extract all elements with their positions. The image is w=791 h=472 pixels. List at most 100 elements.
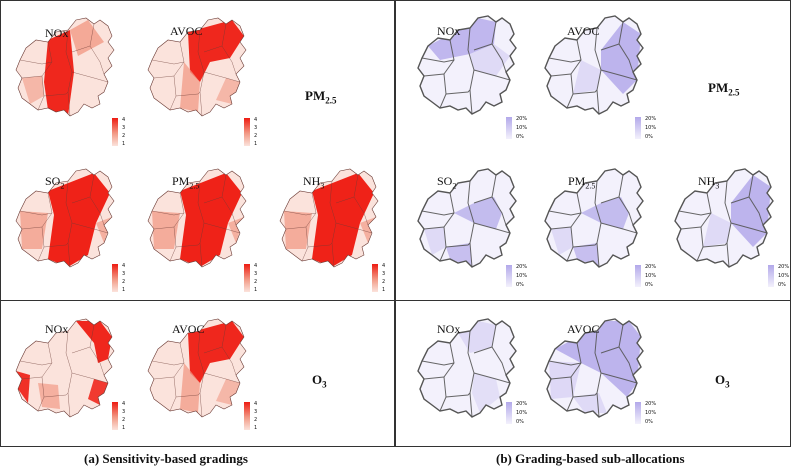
color-legend: 20% 10% 0% [635, 264, 675, 305]
legend-colorbar [506, 402, 512, 424]
row-label-pm25-a: PM2.5 [305, 88, 337, 106]
color-legend: 20% 10% 0% [635, 401, 675, 442]
row-label-o3-b: O3 [715, 372, 730, 390]
map-label-subscript: 2.5 [585, 181, 596, 191]
legend-colorbar [112, 402, 118, 430]
district-boundary [550, 226, 572, 230]
hotspot-area [180, 363, 200, 413]
legend-colorbar [244, 118, 250, 146]
legend-tick-label: 4 [254, 117, 258, 123]
hotspot-area [76, 321, 112, 363]
color-legend: 4 3 2 1 [112, 117, 142, 158]
legend-tick-label: 1 [122, 425, 126, 431]
region-outline [147, 17, 247, 117]
divider-b [395, 300, 791, 301]
district-boundary [175, 242, 201, 248]
hotspot-area [284, 211, 312, 249]
district-boundary [89, 324, 105, 376]
region-outline [147, 318, 247, 418]
map-label-text: PM [172, 174, 190, 188]
district-boundary [203, 196, 223, 204]
district-boundary [21, 376, 43, 380]
map-label-text: NOx [45, 26, 69, 40]
hotspot-area [551, 227, 573, 255]
map-shape-b-pm25 [544, 168, 644, 268]
region-outline [544, 15, 644, 115]
map-label-subscript: 2 [60, 181, 65, 191]
color-legend: 4 3 2 1 [112, 263, 142, 304]
map-label-text: NH [698, 174, 716, 188]
legend-tick-label: 2 [122, 279, 126, 285]
legend-colorbar [372, 264, 378, 292]
district-boundary [491, 21, 507, 73]
map-shape-a-nox-pm [15, 17, 115, 117]
legend-tick-label: 1 [254, 287, 258, 293]
map-label-subscript: 3 [320, 181, 325, 191]
color-legend: 4 3 2 1 [112, 401, 142, 442]
district-boundary [19, 360, 53, 366]
district-boundary [491, 324, 507, 376]
map-label: AVOC [170, 24, 202, 39]
map-label: AVOC [567, 322, 599, 337]
hotspot-area [731, 175, 771, 247]
legend-tick-label: 4 [254, 401, 258, 407]
legend-tick-label: 20% [516, 401, 528, 407]
district-boundary [572, 392, 598, 398]
map-label: NOx [45, 322, 68, 337]
district-boundary [445, 89, 471, 95]
district-boundary [572, 242, 598, 248]
map-shape-a-nox-o3 [15, 318, 115, 418]
legend-colorbar [112, 264, 118, 292]
district-boundary [153, 75, 175, 79]
district-boundary [203, 372, 241, 384]
legend-tick-label: 20% [645, 116, 657, 122]
map-label-subscript: 2 [452, 181, 457, 191]
legend-colorbar [244, 402, 250, 430]
district-boundary [335, 196, 355, 204]
hotspot-area [88, 379, 108, 405]
district-boundary [600, 196, 620, 204]
map-shape-b-nh3 [674, 168, 774, 268]
district-boundary [283, 210, 317, 216]
legend-tick-label: 4 [122, 263, 126, 269]
region-outline [417, 318, 517, 418]
legend-tick-label: 1 [122, 141, 126, 147]
region-outline [147, 168, 247, 268]
hotspot-area [472, 373, 500, 413]
legend-tick-label: 1 [254, 425, 258, 431]
district-boundary [151, 59, 185, 65]
district-boundary [151, 210, 185, 216]
district-boundary [153, 226, 175, 230]
legend-tick-label: 20% [516, 264, 528, 270]
district-boundary [71, 45, 91, 53]
caption-a: (a) Sensitivity-based gradings [84, 451, 248, 466]
district-boundary [445, 242, 471, 248]
district-boundary [467, 330, 475, 418]
legend-colorbar [768, 265, 774, 287]
district-boundary [445, 392, 471, 398]
district-boundary [423, 73, 445, 77]
district-boundary [600, 43, 620, 51]
hotspot-area [20, 211, 48, 249]
district-boundary [71, 346, 91, 354]
legend-tick-label: 0% [516, 134, 524, 140]
legend-tick-label: 4 [122, 117, 126, 123]
legend-tick-label: 2 [382, 279, 386, 285]
hotspot-area [601, 22, 641, 94]
hotspot-area [454, 197, 502, 229]
map-label-text: NH [303, 174, 321, 188]
map-b-pm25 [537, 163, 652, 273]
district-boundary [175, 392, 201, 398]
map-shape-b-nox-o3 [417, 318, 517, 418]
row-label-o3-a: O3 [312, 372, 327, 390]
legend-tick-label: 3 [254, 125, 258, 131]
district-boundary [307, 242, 333, 248]
legend-colorbar [635, 402, 641, 424]
district-boundary [600, 69, 638, 81]
region-outline [15, 168, 115, 268]
district-boundary [702, 242, 728, 248]
district-boundary [473, 69, 511, 81]
legend-colorbar [506, 117, 512, 139]
map-label-text: NOx [437, 322, 461, 336]
map-label: NOx [437, 322, 460, 337]
